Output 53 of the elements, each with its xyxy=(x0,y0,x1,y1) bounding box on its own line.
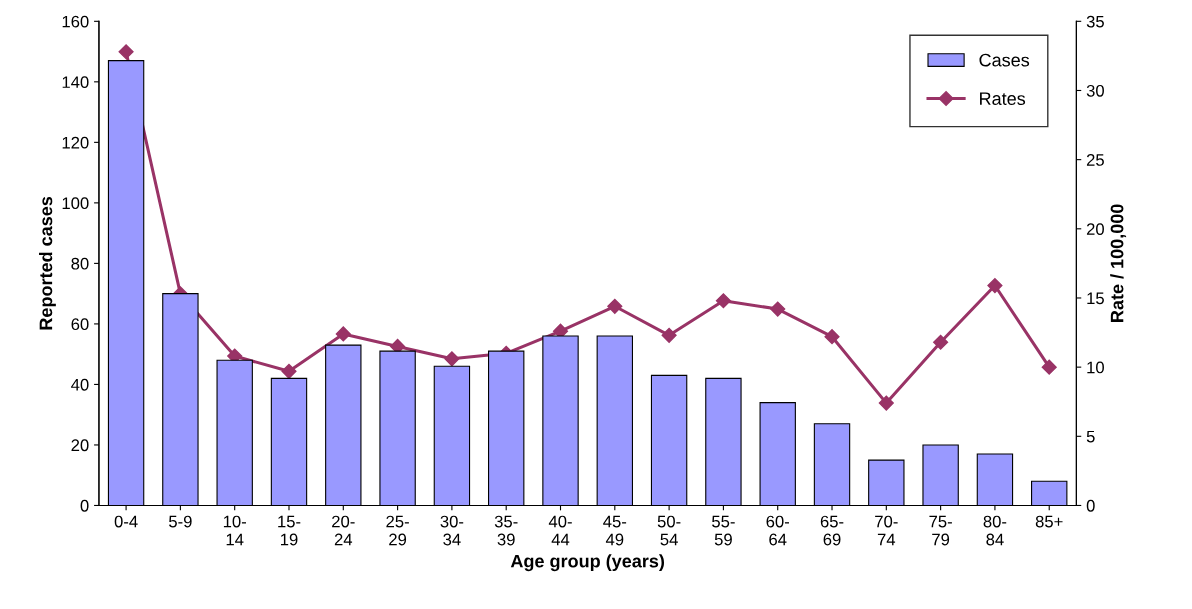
legend-label: Rates xyxy=(980,92,1026,105)
y2-tick-label: 15 xyxy=(1087,292,1104,305)
x-tick-label: 80- 84 xyxy=(983,515,1007,546)
point xyxy=(281,363,297,379)
x-tick-label: 0-4 xyxy=(114,515,138,528)
y-tick-label: 40 xyxy=(71,378,89,391)
x-tick-label: 15- 19 xyxy=(278,515,301,546)
y2-tick-label: 0 xyxy=(1086,499,1095,512)
point xyxy=(1041,359,1057,375)
x-tick-label: 30- 34 xyxy=(440,515,464,546)
x-tick-label: 65- 69 xyxy=(820,515,844,546)
x-tick-label: 70- 74 xyxy=(875,515,898,546)
y2-tick-label: 20 xyxy=(1086,223,1104,236)
point xyxy=(987,277,1003,294)
point xyxy=(715,293,731,309)
x-tick-label: 10- 14 xyxy=(223,515,246,546)
y2-tick-label: 5 xyxy=(1086,430,1095,443)
x-tick-label: 85+ xyxy=(1035,515,1063,528)
x-tick-label: 40- 44 xyxy=(548,515,572,546)
point xyxy=(933,334,949,350)
point xyxy=(661,327,677,343)
point xyxy=(118,44,134,60)
x-tick-label: 25- 29 xyxy=(386,515,409,546)
y2-tick-label: 35 xyxy=(1086,15,1104,28)
x-tick-label: 75- 79 xyxy=(929,515,952,546)
x-tick-label: 35- 39 xyxy=(494,515,518,546)
point xyxy=(770,301,786,317)
x-tick-label: 50- 54 xyxy=(657,515,681,546)
point xyxy=(878,395,894,411)
x-tick-label: 60- 64 xyxy=(766,515,790,546)
y-tick-label: 20 xyxy=(71,439,89,452)
x-tick-label: 55- 59 xyxy=(712,515,735,546)
x-tick-label: 5-9 xyxy=(169,515,192,528)
legend-label: Cases xyxy=(979,53,1030,67)
y2-tick-label: 25 xyxy=(1086,154,1104,166)
y-tick-label: 120 xyxy=(62,136,89,149)
y-tick-label: 60 xyxy=(71,318,89,331)
y-tick-label: 140 xyxy=(62,76,89,89)
y-axis-title: Reported cases xyxy=(39,196,56,330)
point xyxy=(607,298,623,314)
y-tick-label: 0 xyxy=(80,499,89,512)
point xyxy=(824,329,840,345)
x-tick-label: 20- 24 xyxy=(332,515,355,546)
point xyxy=(444,351,460,367)
y-tick-label: 100 xyxy=(62,197,89,210)
x-tick-label: 45- 49 xyxy=(603,515,627,546)
y2-tick-label: 10 xyxy=(1087,361,1104,374)
y-tick-label: 80 xyxy=(71,257,89,270)
y2-axis-title: Rate / 100,000 xyxy=(1110,204,1127,322)
x-axis-title: Age group (years) xyxy=(510,554,665,572)
point xyxy=(335,326,351,342)
y2-tick-label: 30 xyxy=(1086,84,1104,97)
y-tick-label: 160 xyxy=(62,15,89,28)
